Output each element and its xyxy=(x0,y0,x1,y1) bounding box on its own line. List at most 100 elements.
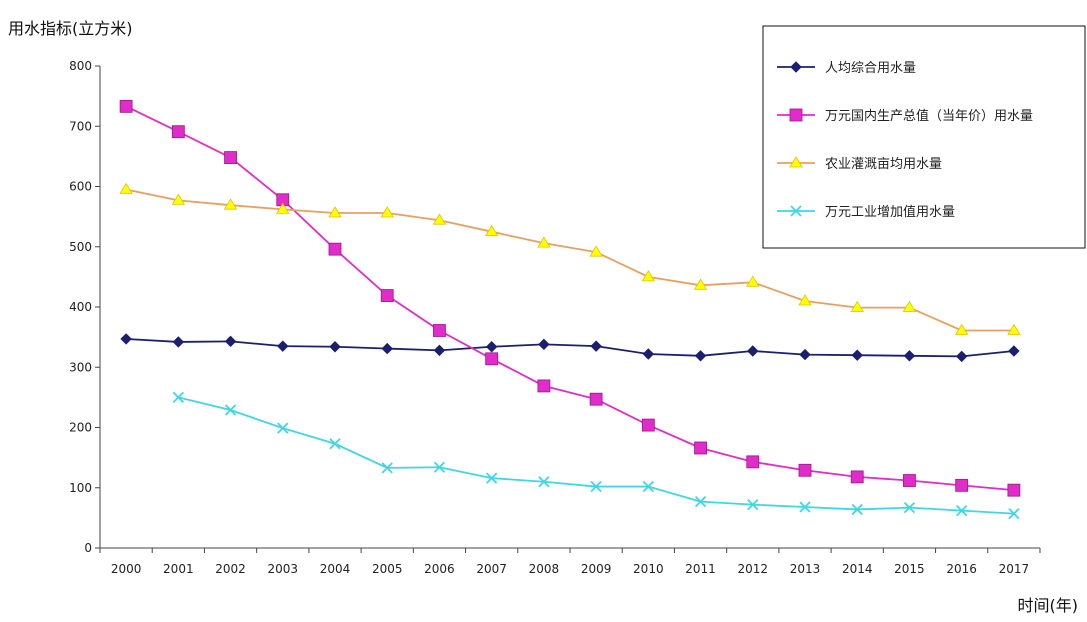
x-tick-label: 2011 xyxy=(685,562,716,576)
data-point xyxy=(902,300,917,313)
y-tick-label: 700 xyxy=(69,119,92,133)
data-point xyxy=(798,463,812,477)
data-point xyxy=(693,278,708,290)
series-line xyxy=(125,188,1014,332)
data-point xyxy=(590,480,602,493)
data-point xyxy=(171,125,185,139)
x-tick-label: 2007 xyxy=(476,562,507,576)
legend-label: 农业灌溉亩均用水量 xyxy=(825,156,942,172)
data-point xyxy=(850,470,864,484)
data-point xyxy=(694,495,707,508)
y-tick-label: 800 xyxy=(69,59,92,73)
data-point xyxy=(789,108,803,122)
data-point xyxy=(433,344,446,357)
data-point xyxy=(747,345,759,357)
data-point xyxy=(790,205,802,217)
data-point xyxy=(694,350,707,362)
y-tick-label: 100 xyxy=(69,481,92,495)
y-tick-label: 500 xyxy=(69,240,92,254)
data-point xyxy=(641,418,655,432)
y-tick-label: 200 xyxy=(69,421,92,435)
data-point xyxy=(1007,323,1021,335)
data-point-stroke xyxy=(381,462,393,474)
series-line xyxy=(126,338,1014,358)
data-point-stroke xyxy=(851,503,863,516)
data-point xyxy=(799,501,811,513)
data-point xyxy=(484,224,499,237)
data-point xyxy=(537,236,551,248)
x-tick-label: 2002 xyxy=(215,562,246,576)
data-point xyxy=(1007,483,1021,497)
data-point xyxy=(694,441,707,455)
y-tick-label: 400 xyxy=(69,300,92,314)
data-point xyxy=(277,340,289,352)
data-point xyxy=(381,342,393,355)
series xyxy=(119,99,1021,497)
data-point xyxy=(381,462,393,474)
data-point xyxy=(380,289,394,302)
data-point-stroke xyxy=(642,480,654,493)
data-point xyxy=(789,156,803,168)
data-point xyxy=(850,300,864,313)
legend-item: 人均综合用水量 xyxy=(777,61,916,76)
data-point xyxy=(799,348,811,361)
legend-box xyxy=(762,25,1086,249)
legend-item: 万元工业增加值用水量 xyxy=(777,204,955,220)
data-point-stroke xyxy=(224,404,237,416)
data-point xyxy=(955,478,969,492)
data-point xyxy=(224,335,237,348)
data-point-stroke xyxy=(172,391,184,404)
y-tick-label: 0 xyxy=(84,541,92,555)
data-point xyxy=(432,213,447,225)
data-point xyxy=(537,379,551,393)
legend-item: 万元国内生产总值（当年价）用水量 xyxy=(777,108,1033,124)
data-point xyxy=(172,391,184,404)
data-point xyxy=(433,324,446,337)
data-point xyxy=(589,392,603,406)
data-point xyxy=(433,461,446,473)
x-tick-label: 2008 xyxy=(529,562,560,576)
data-point xyxy=(956,505,968,517)
legend-label: 万元国内生产总值（当年价）用水量 xyxy=(825,108,1033,124)
legend-label: 人均综合用水量 xyxy=(825,61,916,76)
data-point xyxy=(224,404,237,416)
series-line xyxy=(125,105,1014,492)
axes: 0 100 200 300 400 500 600 700 800 2000 2001 2002 200… xyxy=(69,59,1041,576)
x-tick-label: 2015 xyxy=(894,562,925,576)
data-point xyxy=(486,472,498,484)
data-point xyxy=(746,275,760,287)
data-point xyxy=(329,438,341,450)
data-point-stroke xyxy=(799,501,811,513)
x-tick-label: 2009 xyxy=(581,562,612,576)
data-point xyxy=(747,498,759,511)
data-point xyxy=(171,193,186,205)
series xyxy=(172,391,1020,520)
data-point xyxy=(119,99,133,113)
legend-item: 农业灌溉亩均用水量 xyxy=(777,156,942,172)
data-point xyxy=(903,501,916,514)
data-point xyxy=(328,206,342,218)
legend-label: 万元工业增加值用水量 xyxy=(825,204,955,220)
data-point-stroke xyxy=(694,495,707,508)
data-point xyxy=(329,341,341,353)
x-tick-label: 2001 xyxy=(163,562,194,576)
y-tick-label: 300 xyxy=(69,360,92,374)
data-point xyxy=(798,294,812,306)
series xyxy=(119,182,1021,335)
data-point xyxy=(903,474,916,487)
data-point xyxy=(590,340,602,352)
series xyxy=(120,333,1020,363)
data-point xyxy=(955,350,968,363)
x-axis-title: 时间(年) xyxy=(1018,596,1079,615)
data-point xyxy=(277,422,289,434)
data-point xyxy=(641,270,656,282)
data-point-stroke xyxy=(329,438,341,450)
series-line xyxy=(178,396,1014,515)
data-point-stroke xyxy=(956,505,968,517)
data-point-stroke xyxy=(1008,508,1020,520)
data-point xyxy=(538,476,550,488)
data-point xyxy=(746,455,760,469)
series-lines xyxy=(119,99,1021,520)
data-point xyxy=(485,352,499,366)
